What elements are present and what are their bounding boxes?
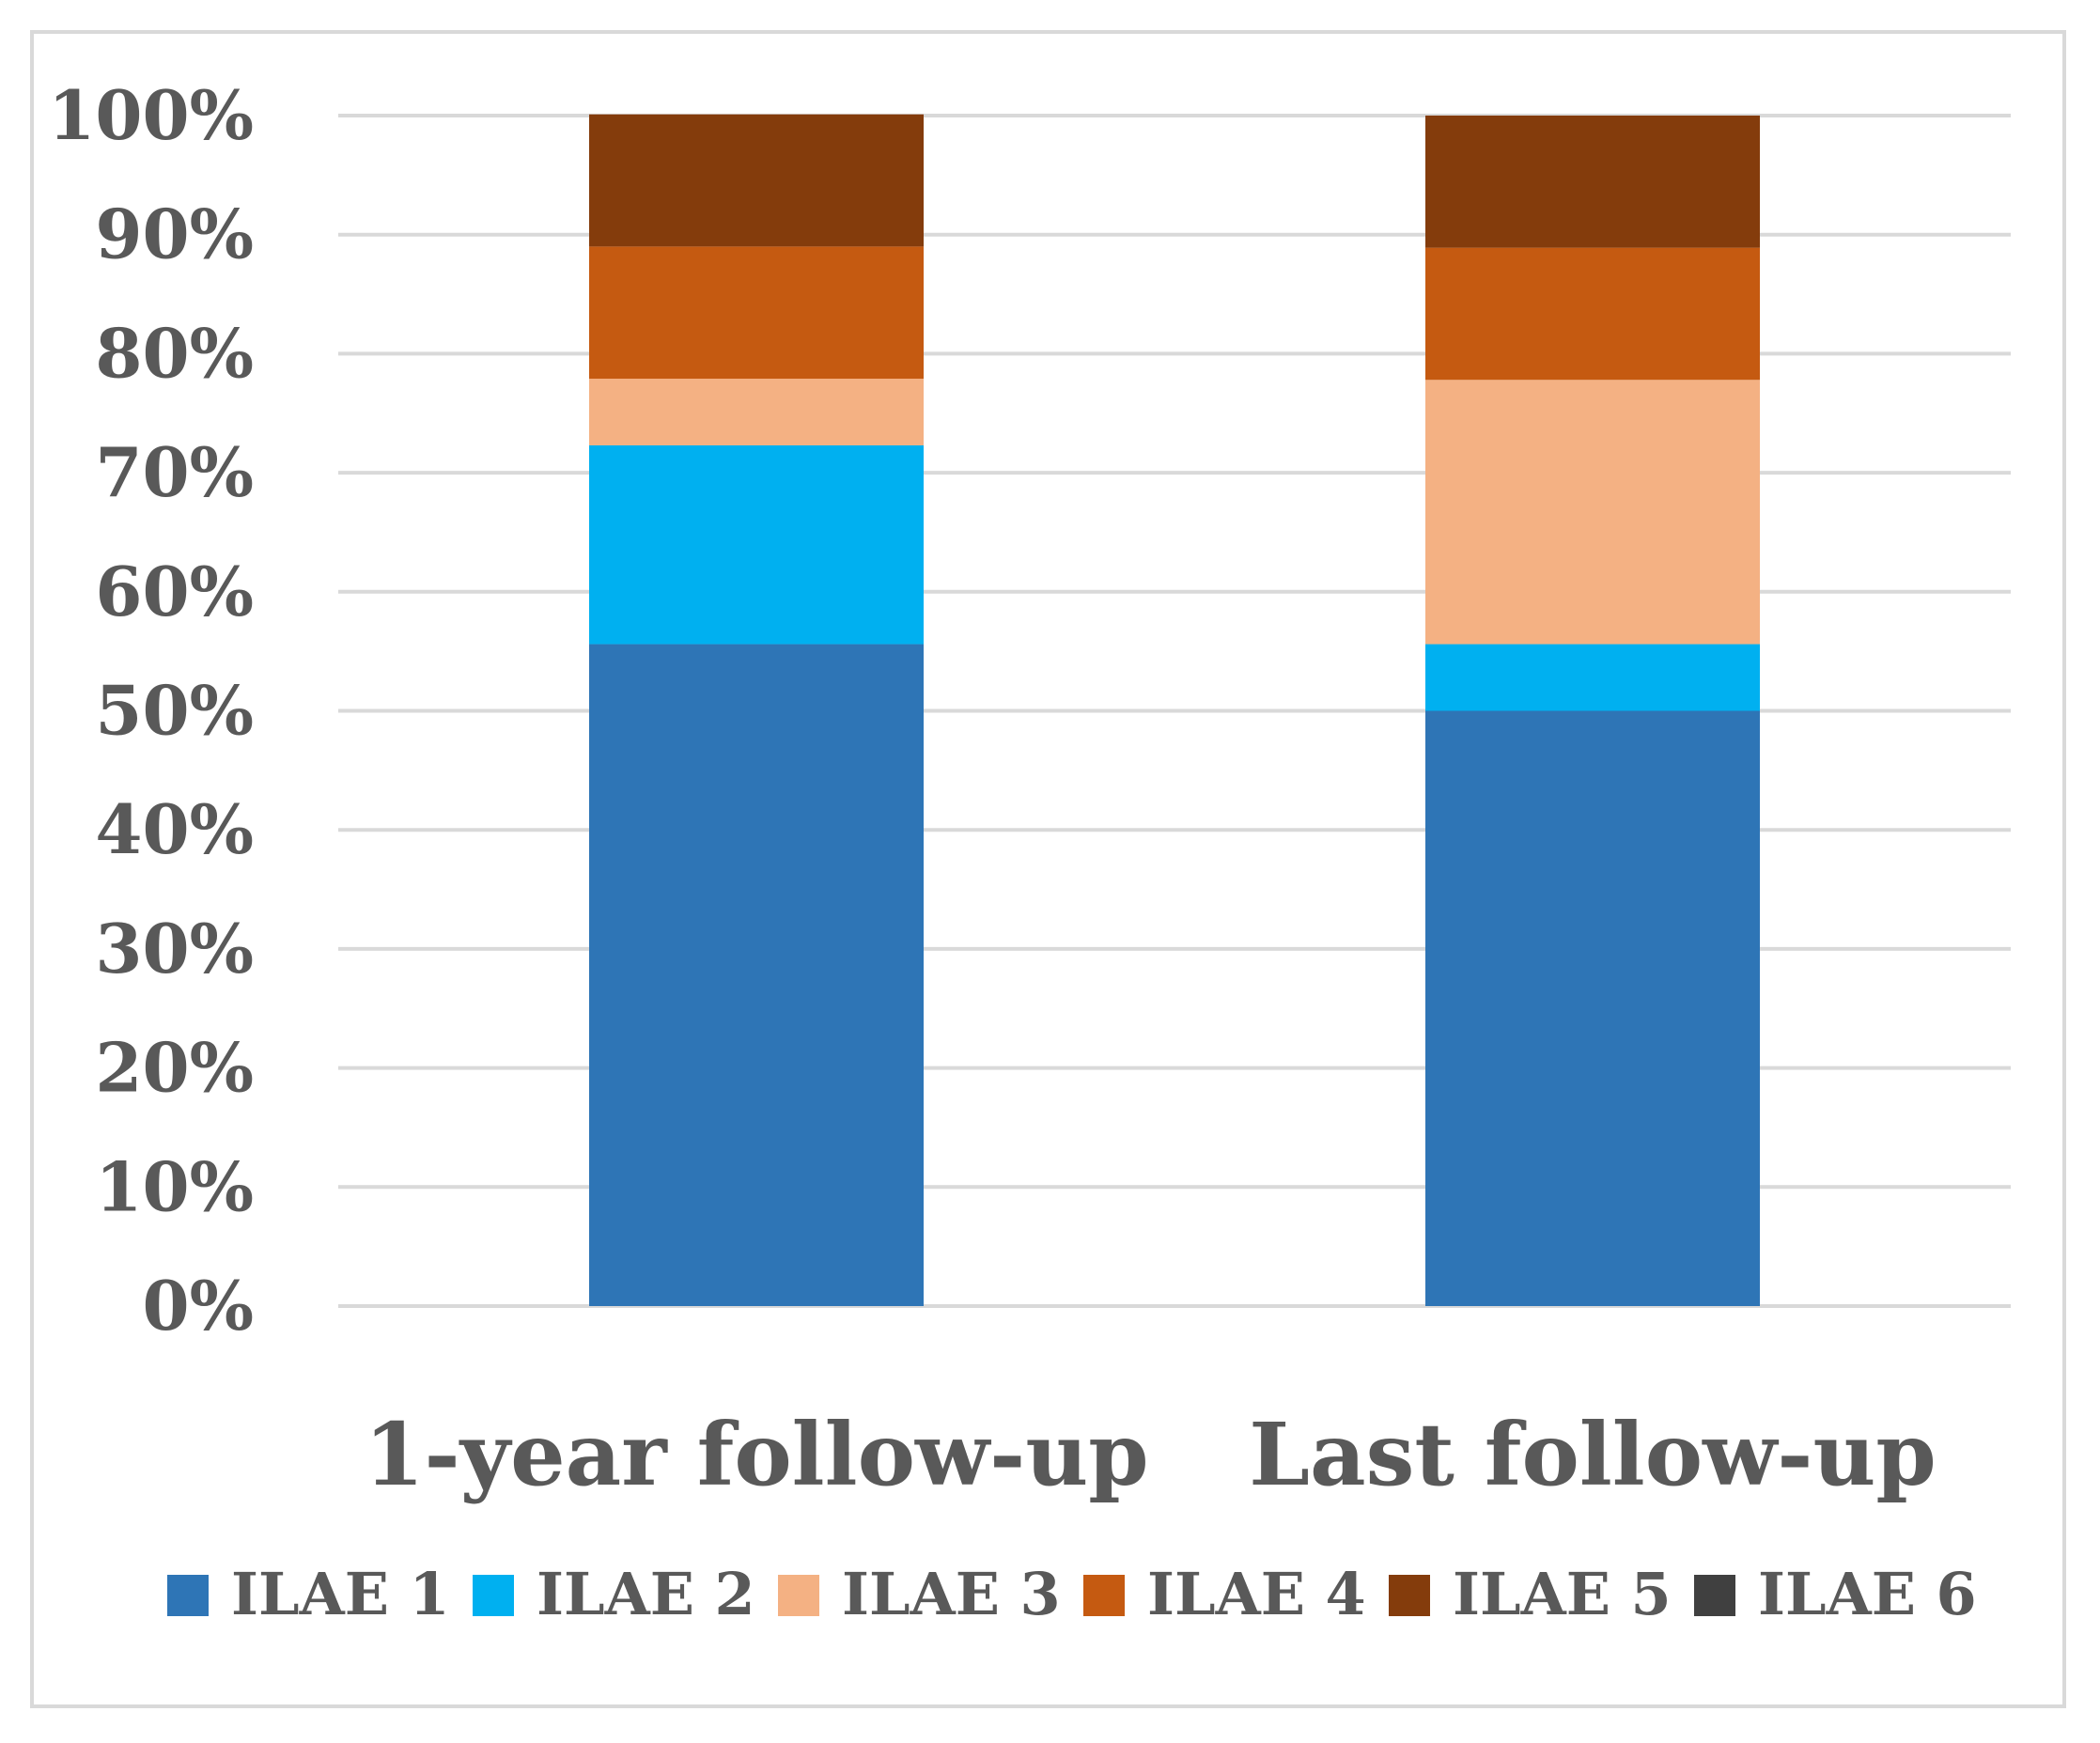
legend-swatch bbox=[167, 1575, 209, 1616]
bar-segment-ilae-4 bbox=[589, 246, 924, 380]
y-tick-label: 70% bbox=[95, 432, 254, 512]
legend-label: ILAE 1 bbox=[231, 1560, 450, 1628]
bar-segment-ilae-5 bbox=[1425, 116, 1760, 248]
bar-segment-ilae-5 bbox=[589, 114, 924, 247]
legend-swatch bbox=[778, 1575, 819, 1616]
y-tick-label: 80% bbox=[95, 313, 254, 393]
y-axis-tick-labels: 0% 10% 20% 30% 40% 50% 60% 70% 80% 90% 100% bbox=[48, 75, 254, 1346]
y-tick-label: 60% bbox=[95, 552, 254, 631]
bars bbox=[589, 114, 1760, 1306]
y-tick-label: 10% bbox=[95, 1146, 254, 1226]
legend-label: ILAE 4 bbox=[1147, 1560, 1366, 1628]
legend-swatch bbox=[1083, 1575, 1125, 1616]
y-tick-label: 100% bbox=[48, 75, 254, 155]
legend-swatch bbox=[1389, 1575, 1430, 1616]
y-tick-label: 30% bbox=[95, 909, 254, 988]
bar-segment-ilae-3 bbox=[1425, 380, 1760, 645]
legend-label: ILAE 2 bbox=[537, 1560, 755, 1628]
y-tick-label: 0% bbox=[142, 1266, 254, 1346]
category-label: 1-year follow-up bbox=[364, 1404, 1148, 1505]
legend: ILAE 1 ILAE 2 ILAE 3 ILAE 4 ILAE 5 ILAE 6 bbox=[167, 1560, 1977, 1628]
bar-segment-ilae-2 bbox=[1425, 644, 1760, 711]
bar-segment-ilae-2 bbox=[589, 444, 924, 645]
y-tick-label: 50% bbox=[95, 671, 254, 751]
legend-label: ILAE 6 bbox=[1758, 1560, 1977, 1628]
legend-label: ILAE 3 bbox=[842, 1560, 1061, 1628]
y-tick-label: 90% bbox=[95, 195, 254, 274]
bar-segment-ilae-1 bbox=[589, 644, 924, 1306]
bar-segment-ilae-1 bbox=[1425, 710, 1760, 1306]
y-tick-label: 40% bbox=[95, 789, 254, 869]
category-label: Last follow-up bbox=[1249, 1404, 1936, 1505]
legend-swatch bbox=[473, 1575, 514, 1616]
legend-label: ILAE 5 bbox=[1453, 1560, 1672, 1628]
x-axis-category-labels: 1-year follow-up Last follow-up bbox=[364, 1404, 1936, 1505]
y-tick-label: 20% bbox=[95, 1028, 254, 1108]
legend-swatch bbox=[1694, 1575, 1735, 1616]
bar-segment-ilae-3 bbox=[589, 379, 924, 445]
bar-segment-ilae-4 bbox=[1425, 247, 1760, 381]
